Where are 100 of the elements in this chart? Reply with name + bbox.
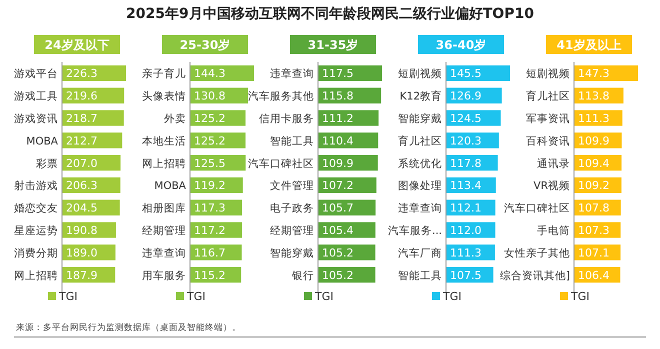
y-tick-label: 女性亲子其他: [504, 246, 570, 260]
data-label: 112.1: [450, 202, 482, 215]
y-tick-label: 经期管理: [270, 225, 314, 237]
data-label: 115.2: [194, 268, 226, 282]
y-tick-label: VR视频: [534, 179, 570, 192]
data-label: 106.4: [578, 268, 610, 282]
y-tick-label: 汽车服务...: [388, 224, 442, 237]
bar: [190, 110, 246, 126]
data-label: 204.5: [66, 202, 98, 215]
data-label: 109.2: [578, 179, 610, 192]
bar: [318, 110, 379, 126]
data-label: 107.2: [322, 179, 354, 192]
y-tick-label: 汽车口碑社区: [248, 156, 314, 170]
y-tick-label: MOBA: [154, 180, 187, 192]
y-tick-label: 手电筒: [537, 224, 570, 237]
y-tick-label: 短剧视频: [526, 67, 570, 80]
data-label: 105.7: [322, 202, 354, 215]
y-tick-label: 射击游戏: [14, 179, 58, 192]
y-tick-label: 智能工具: [398, 268, 442, 282]
data-label: 125.2: [194, 134, 226, 148]
data-label: 119.2: [194, 179, 226, 192]
bar: [574, 110, 622, 126]
y-tick-label: 系统优化: [398, 156, 442, 170]
y-tick-label: 网上招聘: [142, 156, 186, 170]
legend-label: TGI: [186, 290, 206, 303]
data-label: 126.9: [450, 90, 482, 103]
data-label: 144.3: [194, 67, 226, 80]
data-label: 111.3: [450, 246, 482, 260]
chart-subtitle: 25-30岁: [180, 38, 230, 52]
data-label: 226.3: [66, 67, 98, 80]
y-tick-label: 本地生活: [142, 134, 186, 148]
y-tick-label: 智能穿戴: [398, 112, 442, 125]
y-tick-label: 消费分期: [14, 246, 58, 260]
y-tick-label: 网上招聘: [14, 268, 58, 282]
source-note: 来源：多平台网民行为监测数据库（桌面及智能终端）。: [16, 322, 241, 333]
y-tick-label: 头像表情: [142, 90, 186, 103]
y-tick-label: 汽车厂商: [398, 246, 442, 260]
data-label: 107.8: [578, 202, 610, 215]
y-tick-label: 违章查询: [398, 202, 442, 215]
y-tick-label: MOBA: [26, 135, 59, 148]
chart-subtitle: 24岁及以下: [44, 38, 110, 52]
data-label: 212.7: [66, 134, 98, 148]
y-tick-label: 军事资讯: [526, 112, 570, 125]
data-label: 219.6: [66, 90, 98, 103]
data-label: 120.3: [450, 134, 482, 148]
data-label: 117.3: [194, 202, 226, 215]
y-tick-label: 综合资讯其他]: [500, 268, 570, 282]
y-tick-label: 汽车服务其他: [248, 90, 314, 103]
data-label: 112.0: [450, 224, 482, 237]
data-label: 125.2: [194, 112, 226, 125]
y-tick-label: 百科资讯: [526, 135, 570, 148]
data-label: 147.3: [578, 67, 610, 80]
y-tick-label: 亲子育儿: [142, 67, 186, 80]
legend-label: TGI: [58, 290, 78, 303]
data-label: 116.7: [194, 246, 226, 260]
data-label: 125.5: [194, 156, 226, 170]
data-label: 207.0: [66, 156, 98, 170]
data-label: 109.9: [578, 134, 610, 148]
data-label: 109.4: [578, 156, 610, 170]
data-label: 111.2: [322, 112, 354, 125]
text: 2025年9月中国移动互联网不同年龄段网民二级行业偏好TOP10: [126, 6, 534, 22]
data-label: 115.8: [322, 90, 354, 103]
bar: [62, 110, 124, 126]
y-tick-label: 短剧视频: [398, 67, 442, 80]
data-label: 111.3: [578, 112, 610, 125]
data-label: 107.3: [578, 224, 610, 237]
legend-label: TGI: [570, 290, 590, 303]
y-tick-label: 银行: [291, 270, 314, 282]
data-label: 105.4: [322, 224, 354, 237]
legend-label: TGI: [314, 290, 334, 303]
y-tick-label: 图像处理: [398, 179, 442, 192]
y-tick-label: 游戏资讯: [14, 112, 58, 125]
data-label: 105.2: [322, 246, 354, 260]
data-label: 107.1: [578, 246, 610, 260]
data-label: 113.4: [450, 179, 482, 192]
y-tick-label: 电子政务: [270, 202, 314, 215]
data-label: 145.5: [450, 67, 482, 80]
y-tick-label: 游戏工具: [14, 90, 58, 103]
chart-subtitle: 31-35岁: [308, 38, 358, 52]
data-label: 105.2: [322, 268, 354, 282]
y-tick-label: 通讯录: [537, 156, 570, 170]
data-label: 110.4: [322, 134, 354, 148]
bar: [318, 222, 376, 238]
data-label: 113.8: [578, 90, 610, 103]
y-tick-label: 游戏平台: [14, 67, 58, 80]
chart-subtitle: 41岁及以上: [556, 38, 622, 52]
y-tick-label: K12教育: [400, 90, 442, 103]
y-tick-label: 用车服务: [142, 268, 186, 282]
bar: [446, 110, 501, 126]
legend-label: TGI: [442, 290, 462, 303]
data-label: 206.3: [66, 179, 98, 192]
y-tick-label: 信用卡服务: [259, 112, 314, 125]
y-tick-label: 智能穿戴: [270, 246, 314, 260]
data-label: 117.5: [322, 67, 354, 80]
data-label: 107.5: [450, 268, 482, 282]
data-label: 190.8: [66, 224, 98, 237]
y-tick-label: 育儿社区: [526, 90, 570, 103]
y-tick-label: 婚恋交友: [14, 202, 58, 215]
y-tick-label: 违章查询: [142, 246, 186, 260]
data-label: 117.8: [450, 156, 482, 170]
